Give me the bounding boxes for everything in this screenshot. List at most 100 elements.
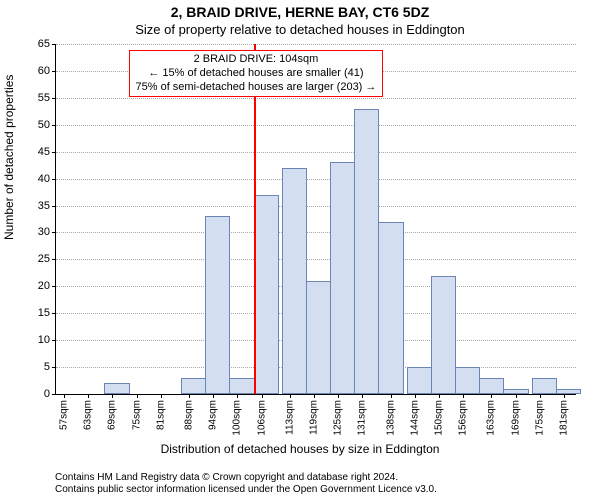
xtick-label: 125sqm [333, 400, 344, 445]
bar [254, 195, 279, 394]
xtick-label: 106sqm [256, 400, 267, 445]
ytick-mark [52, 313, 56, 314]
xtick-mark [540, 394, 541, 398]
annotation-box: 2 BRAID DRIVE: 104sqm← 15% of detached h… [129, 50, 384, 97]
xtick-mark [415, 394, 416, 398]
gridline [56, 125, 576, 126]
xtick-mark [189, 394, 190, 398]
ytick-label: 60 [0, 65, 50, 77]
ytick-mark [52, 44, 56, 45]
ytick-label: 30 [0, 226, 50, 238]
bar [205, 216, 230, 394]
xtick-label: 169sqm [510, 400, 521, 445]
bar [104, 383, 129, 394]
bar [306, 281, 331, 394]
ytick-label: 40 [0, 173, 50, 185]
xtick-label: 144sqm [409, 400, 420, 445]
gridline [56, 179, 576, 180]
bar [330, 162, 355, 394]
xtick-label: 57sqm [59, 400, 70, 445]
ytick-mark [52, 394, 56, 395]
ytick-mark [52, 286, 56, 287]
ytick-label: 55 [0, 92, 50, 104]
xtick-mark [237, 394, 238, 398]
bar [479, 378, 504, 394]
footer-line-2: Contains public sector information licen… [55, 484, 590, 496]
bar [556, 389, 581, 394]
xtick-mark [314, 394, 315, 398]
ytick-mark [52, 259, 56, 260]
xtick-mark [564, 394, 565, 398]
xtick-mark [491, 394, 492, 398]
xtick-label: 150sqm [433, 400, 444, 445]
xtick-label: 100sqm [232, 400, 243, 445]
xtick-label: 119sqm [308, 400, 319, 445]
bar [532, 378, 557, 394]
chart-title: 2, BRAID DRIVE, HERNE BAY, CT6 5DZ [0, 4, 600, 20]
xtick-mark [439, 394, 440, 398]
xtick-label: 131sqm [357, 400, 368, 445]
xtick-mark [391, 394, 392, 398]
gridline [56, 259, 576, 260]
xtick-label: 175sqm [534, 400, 545, 445]
chart-container: 2, BRAID DRIVE, HERNE BAY, CT6 5DZ Size … [0, 0, 600, 500]
xtick-mark [262, 394, 263, 398]
xtick-label: 156sqm [458, 400, 469, 445]
gridline [56, 152, 576, 153]
xtick-mark [88, 394, 89, 398]
footer-line-1: Contains HM Land Registry data © Crown c… [55, 472, 590, 484]
ytick-mark [52, 125, 56, 126]
annotation-line-3: 75% of semi-detached houses are larger (… [136, 81, 377, 95]
xtick-mark [64, 394, 65, 398]
bar [354, 109, 379, 394]
bar [431, 276, 456, 394]
ytick-mark [52, 98, 56, 99]
xtick-label: 94sqm [208, 400, 219, 445]
xtick-label: 75sqm [131, 400, 142, 445]
ytick-label: 5 [0, 361, 50, 373]
xtick-mark [338, 394, 339, 398]
bar [455, 367, 480, 394]
ytick-mark [52, 206, 56, 207]
xtick-mark [290, 394, 291, 398]
xtick-mark [362, 394, 363, 398]
ytick-mark [52, 179, 56, 180]
xtick-label: 69sqm [107, 400, 118, 445]
ytick-label: 0 [0, 388, 50, 400]
xtick-label: 163sqm [486, 400, 497, 445]
gridline [56, 232, 576, 233]
bar [407, 367, 432, 394]
chart-subtitle: Size of property relative to detached ho… [0, 22, 600, 37]
xtick-mark [137, 394, 138, 398]
ytick-mark [52, 152, 56, 153]
ytick-label: 10 [0, 334, 50, 346]
xtick-label: 181sqm [558, 400, 569, 445]
xtick-label: 63sqm [83, 400, 94, 445]
x-axis-label: Distribution of detached houses by size … [0, 442, 600, 456]
xtick-mark [112, 394, 113, 398]
ytick-mark [52, 367, 56, 368]
xtick-mark [516, 394, 517, 398]
ytick-mark [52, 340, 56, 341]
ytick-label: 35 [0, 200, 50, 212]
ytick-label: 25 [0, 253, 50, 265]
xtick-label: 113sqm [284, 400, 295, 445]
annotation-line-2: ← 15% of detached houses are smaller (41… [136, 67, 377, 81]
ytick-mark [52, 232, 56, 233]
ytick-label: 65 [0, 38, 50, 50]
footer: Contains HM Land Registry data © Crown c… [55, 472, 590, 496]
ytick-mark [52, 71, 56, 72]
bar [378, 222, 403, 394]
gridline [56, 98, 576, 99]
bar [181, 378, 206, 394]
xtick-label: 88sqm [184, 400, 195, 445]
xtick-mark [463, 394, 464, 398]
bar [282, 168, 307, 394]
annotation-line-1: 2 BRAID DRIVE: 104sqm [136, 53, 377, 67]
ytick-label: 20 [0, 280, 50, 292]
bar [229, 378, 254, 394]
plot-area: 0510152025303540455055606557sqm63sqm69sq… [55, 44, 576, 395]
gridline [56, 206, 576, 207]
ytick-label: 15 [0, 307, 50, 319]
xtick-mark [161, 394, 162, 398]
